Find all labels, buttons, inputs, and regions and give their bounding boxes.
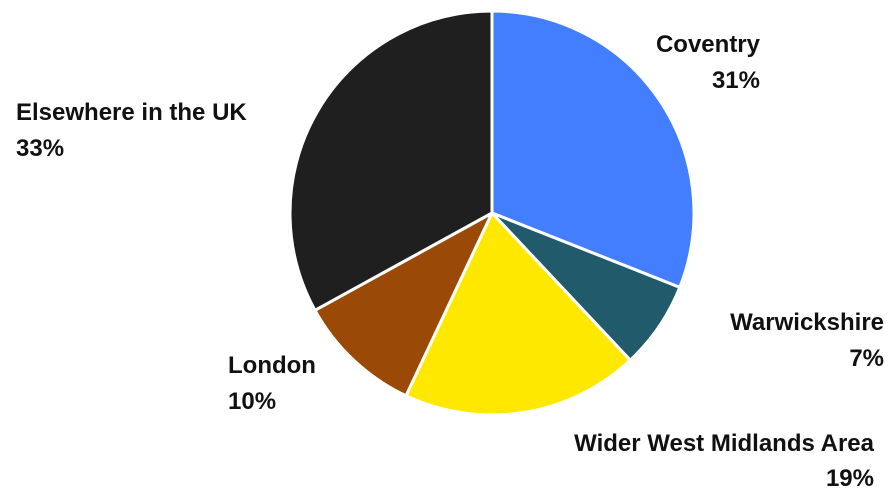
slice-label-warwickshire: Warwickshire xyxy=(730,309,884,336)
slice-value-london: 10% xyxy=(228,388,276,415)
slice-value-warwickshire: 7% xyxy=(849,345,884,372)
slice-value-wider-west-midlands: 19% xyxy=(826,465,874,488)
pie-labels: Coventry 31% Warwickshire 7% Wider West … xyxy=(16,31,884,488)
pie-slice-coventry xyxy=(490,9,696,289)
slice-label-wider-west-midlands: Wider West Midlands Area xyxy=(574,430,875,457)
slice-label-elsewhere-uk: Elsewhere in the UK xyxy=(16,99,247,126)
slice-label-coventry: Coventry xyxy=(656,31,761,58)
pie-slices xyxy=(288,9,696,417)
slice-value-elsewhere-uk: 33% xyxy=(16,135,64,162)
slice-label-london: London xyxy=(228,352,316,379)
pie-slice-elsewhere-uk xyxy=(288,9,494,312)
pie-slice-london xyxy=(313,211,494,398)
slice-value-coventry: 31% xyxy=(712,67,760,94)
pie-slice-wider-west-midlands xyxy=(404,211,632,417)
